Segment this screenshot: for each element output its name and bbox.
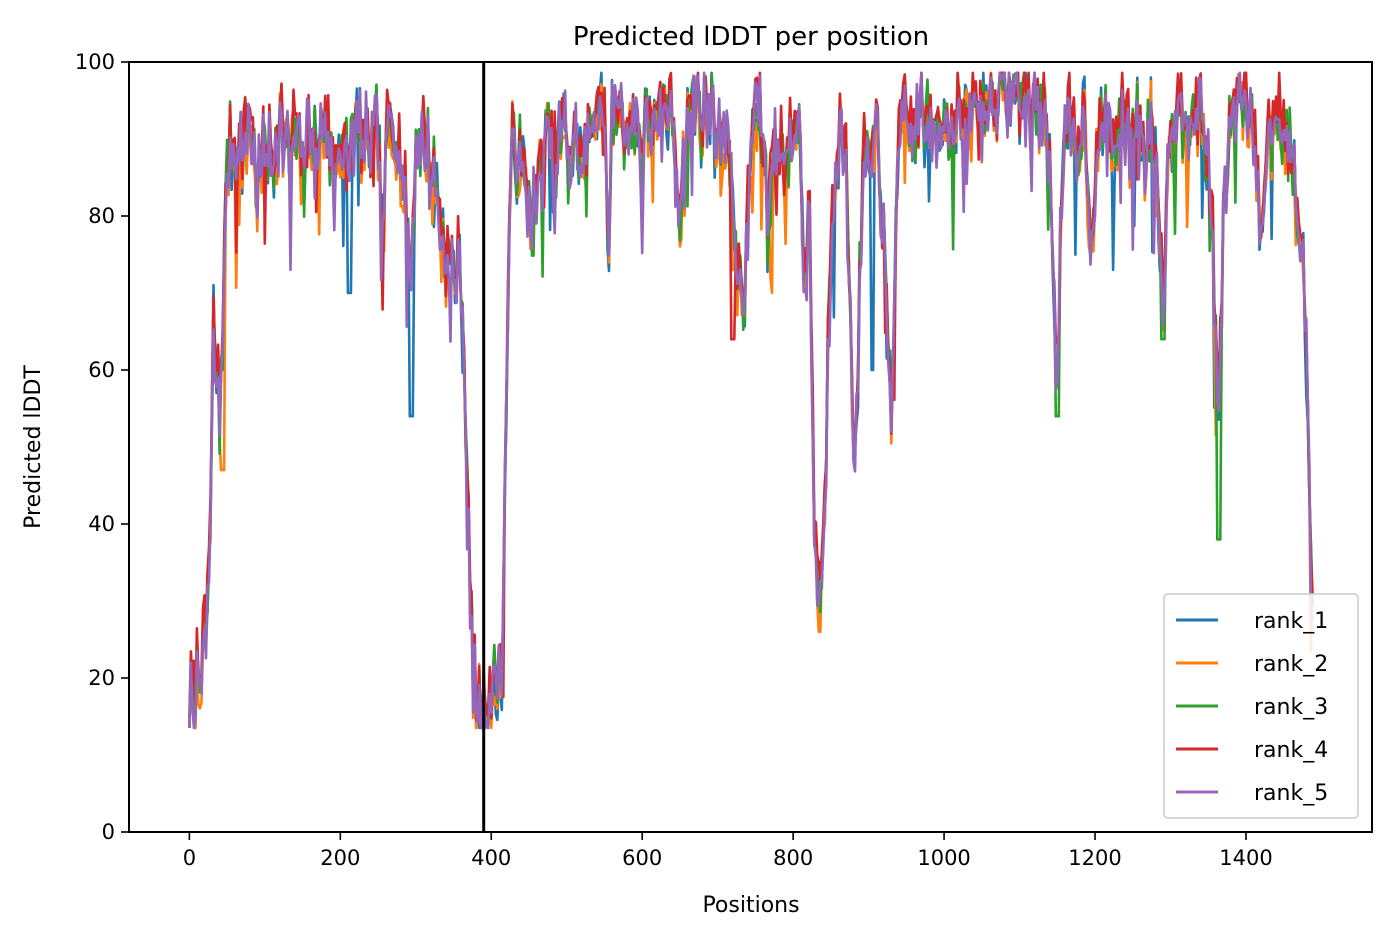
legend-label-rank_2: rank_2 bbox=[1254, 652, 1328, 677]
plot-frame bbox=[128, 61, 1373, 833]
series-line-rank_5 bbox=[188, 71, 1314, 730]
legend-box bbox=[1163, 593, 1359, 819]
y-tick-label: 40 bbox=[88, 512, 115, 536]
legend-label-rank_1: rank_1 bbox=[1254, 609, 1328, 634]
y-tick-label: 20 bbox=[88, 666, 115, 690]
x-tick-label: 400 bbox=[471, 846, 511, 870]
legend: rank_1 rank_2 rank_3 rank_4 rank_5 bbox=[1163, 593, 1359, 819]
x-tick-label: 800 bbox=[773, 846, 813, 870]
legend-label-rank_5: rank_5 bbox=[1254, 781, 1328, 806]
x-axis-ticks: 0 200 400 600 800 1000 1200 1400 bbox=[183, 832, 1273, 870]
y-tick-label: 100 bbox=[75, 50, 115, 74]
y-tick-label: 80 bbox=[88, 204, 115, 228]
y-tick-label: 60 bbox=[88, 358, 115, 382]
x-axis-label: Positions bbox=[702, 893, 799, 918]
x-tick-label: 600 bbox=[622, 846, 662, 870]
x-tick-label: 200 bbox=[320, 846, 360, 870]
legend-label-rank_4: rank_4 bbox=[1254, 738, 1328, 763]
y-axis-label: Predicted lDDT bbox=[21, 365, 46, 529]
y-axis-ticks: 0 20 40 60 80 100 bbox=[75, 50, 129, 844]
x-tick-label: 1200 bbox=[1068, 846, 1121, 870]
chart-title: Predicted lDDT per position bbox=[573, 22, 929, 52]
legend-label-rank_3: rank_3 bbox=[1254, 695, 1328, 720]
x-tick-label: 1000 bbox=[917, 846, 970, 870]
x-tick-label: 0 bbox=[183, 846, 196, 870]
series-layer bbox=[188, 71, 1314, 730]
y-tick-label: 0 bbox=[102, 820, 115, 844]
x-tick-label: 1400 bbox=[1219, 846, 1272, 870]
